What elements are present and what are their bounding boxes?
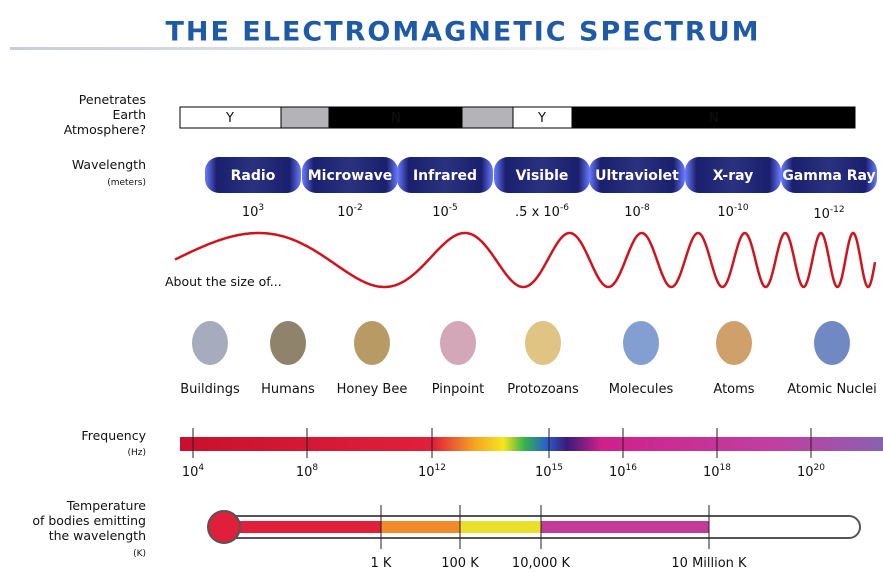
object-label: Atomic Nuclei (787, 382, 877, 397)
base: 10 (535, 465, 552, 480)
temperature-label: 10,000 K (512, 556, 571, 571)
exponent: 18 (720, 463, 732, 473)
object-icon (440, 321, 476, 365)
power-label: 1018 (703, 463, 731, 480)
atmosphere-segment-label: Y (537, 111, 546, 126)
diagram: THE ELECTROMAGNETIC SPECTRUM PenetratesE… (0, 0, 883, 572)
band-label: Visible (516, 168, 569, 184)
thermo-fill (222, 521, 381, 533)
atmosphere-segment-label: Y (225, 111, 234, 126)
row-label: (meters) (107, 178, 146, 188)
power-label: 1012 (418, 463, 446, 480)
object-icon (525, 321, 561, 365)
power-label: .5 x 10-6 (515, 203, 569, 220)
power-label: 10-8 (624, 203, 650, 220)
exponent: 12 (435, 463, 446, 473)
exponent: -6 (560, 203, 569, 213)
object-label: Honey Bee (337, 382, 408, 397)
base: 10 (432, 205, 449, 220)
exponent: 16 (626, 463, 638, 473)
row-label: Atmosphere? (64, 122, 146, 137)
exponent: -5 (449, 203, 458, 213)
thermo-bulb (208, 511, 240, 543)
thermo-fill (381, 521, 460, 533)
base: 10 (609, 465, 626, 480)
power-label: 10-10 (717, 203, 749, 220)
row-label: Wavelength (72, 157, 146, 172)
base: 10 (813, 207, 830, 222)
base: .5 x 10 (515, 205, 560, 220)
power-label: 10-2 (337, 203, 363, 220)
object-label: Atoms (713, 382, 754, 397)
atmosphere-bar (180, 107, 855, 128)
title: THE ELECTROMAGNETIC SPECTRUM (165, 17, 760, 48)
base: 10 (717, 205, 734, 220)
base: 10 (797, 465, 814, 480)
row-label: Frequency (81, 428, 146, 443)
atmosphere-segment-label: N (709, 111, 719, 126)
object-label: Pinpoint (432, 382, 485, 397)
object-label: Buildings (180, 382, 240, 397)
row-label: (Hz) (127, 448, 146, 458)
temperature-label: 1 K (371, 556, 392, 571)
thermo-fill (460, 521, 541, 533)
power-label: 10-12 (813, 205, 844, 222)
power-label: 1020 (797, 463, 825, 480)
row-label: Penetrates (79, 92, 146, 107)
row-label: of bodies emitting (32, 513, 146, 528)
exponent: 3 (258, 203, 264, 213)
base: 10 (182, 465, 199, 480)
object-icon (354, 321, 390, 365)
object-icon (716, 321, 752, 365)
band-label: Radio (231, 168, 276, 184)
exponent: -12 (830, 205, 845, 215)
object-icon (270, 321, 306, 365)
exponent: 20 (814, 463, 826, 473)
temperature-label: 10 Million K (671, 556, 747, 571)
band-label: Gamma Ray (782, 168, 875, 184)
object-label: Molecules (609, 382, 674, 397)
band-label: Ultraviolet (595, 168, 679, 184)
object-label: Humans (261, 382, 315, 397)
row-label: (K) (133, 549, 146, 559)
exponent: 4 (198, 463, 204, 473)
exponent: 8 (312, 463, 318, 473)
power-label: 10-5 (432, 203, 458, 220)
band-label: Infrared (413, 168, 477, 184)
thermo-fill (541, 521, 709, 533)
size-label: About the size of... (165, 274, 282, 289)
object-label: Protozoans (507, 382, 579, 397)
base: 10 (703, 465, 720, 480)
object-icon (623, 321, 659, 365)
row-label: Temperature (66, 498, 146, 513)
row-label: Earth (112, 107, 146, 122)
temperature-label: 100 K (441, 556, 479, 571)
power-label: 1016 (609, 463, 637, 480)
power-label: 108 (296, 463, 319, 480)
object-icon (814, 321, 850, 365)
exponent: 15 (552, 463, 563, 473)
object-icon (192, 321, 228, 365)
exponent: -10 (734, 203, 749, 213)
power-label: 1015 (535, 463, 563, 480)
row-label: the wavelength (49, 528, 146, 543)
base: 10 (296, 465, 313, 480)
power-label: 104 (182, 463, 205, 480)
atmosphere-segment-label: N (391, 111, 401, 126)
base: 10 (624, 205, 641, 220)
power-label: 103 (242, 203, 264, 220)
base: 10 (337, 205, 354, 220)
band-label: Microwave (308, 168, 393, 184)
exponent: -8 (641, 203, 650, 213)
exponent: -2 (354, 203, 363, 213)
frequency-bar (180, 437, 883, 451)
base: 10 (418, 465, 435, 480)
title-rule (10, 47, 730, 50)
base: 10 (242, 205, 259, 220)
band-label: X-ray (713, 168, 754, 184)
